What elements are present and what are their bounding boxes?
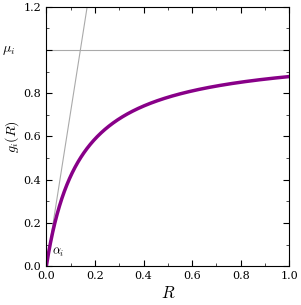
Text: $\alpha_i$: $\alpha_i$ [52,246,65,259]
X-axis label: $R$: $R$ [161,285,175,302]
Text: $\mu_i$: $\mu_i$ [2,43,15,57]
Y-axis label: $g_i(R)$: $g_i(R)$ [3,120,21,153]
